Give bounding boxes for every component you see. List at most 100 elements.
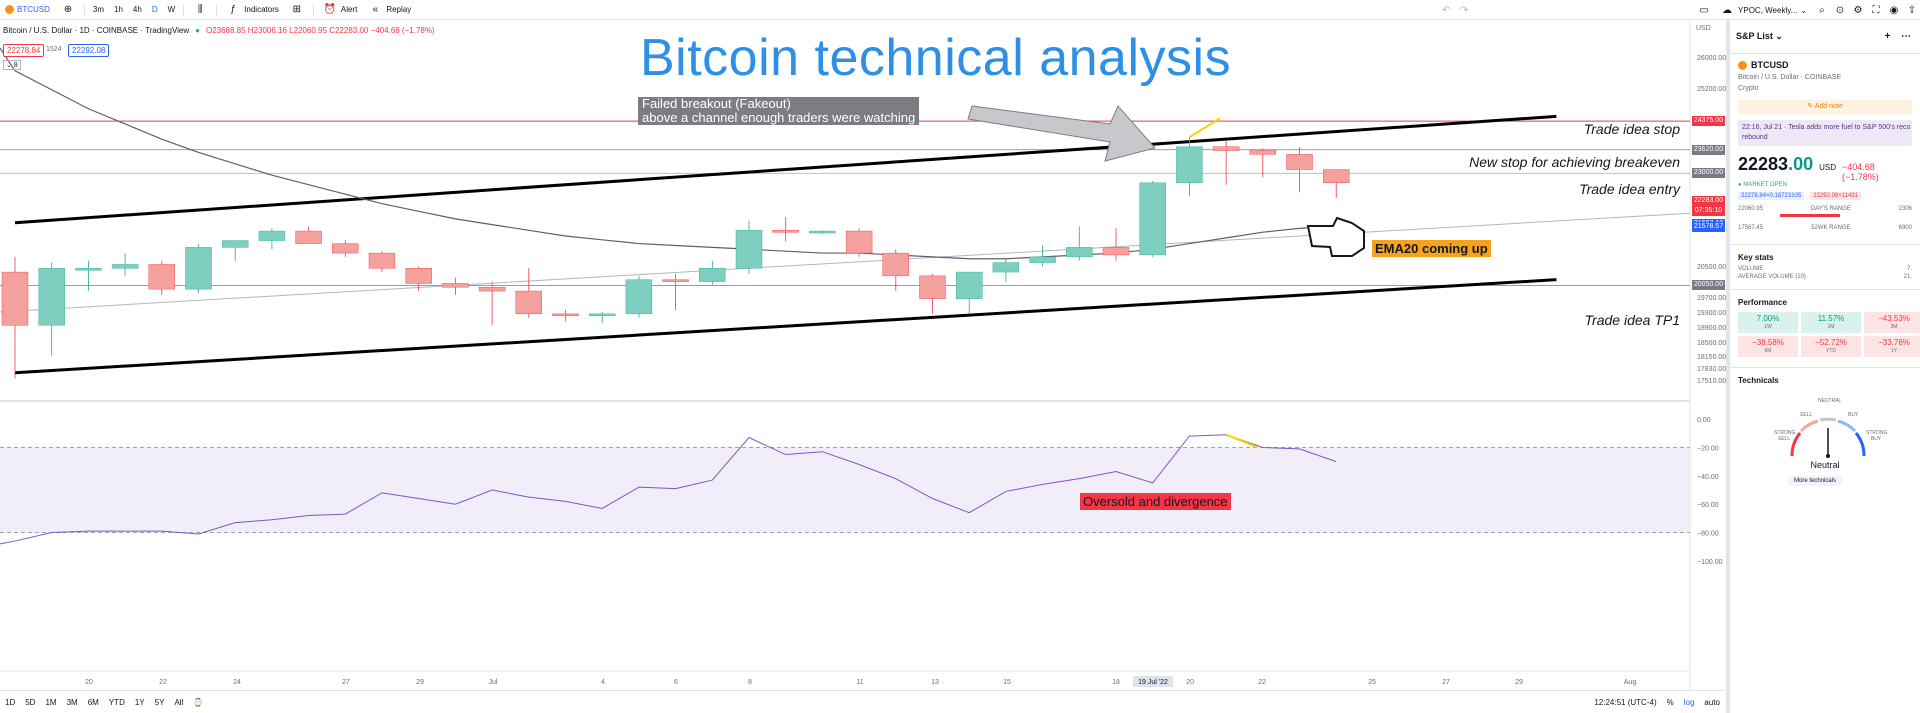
range-5d[interactable]: 5D xyxy=(25,697,36,707)
range-1y[interactable]: 1Y xyxy=(134,697,145,707)
price-tag: 20050.00 xyxy=(1692,280,1725,291)
legend-ohlc: O23688.85 H23006.16 L22060.95 C22283.00 … xyxy=(205,26,435,35)
candle-body xyxy=(185,247,212,290)
time-axis-label: 18 xyxy=(1112,679,1120,686)
pointer-arrow-icon xyxy=(967,105,1156,162)
candle-body xyxy=(1,271,29,326)
range-ytd[interactable]: YTD xyxy=(108,697,125,707)
gear-icon[interactable]: ⚙ xyxy=(1853,4,1863,16)
alert-button[interactable]: ⏰ Alert xyxy=(317,0,362,20)
candle-body xyxy=(478,287,506,292)
ema20-note: EMA20 coming up xyxy=(1372,240,1491,257)
bottom-toolbar: 1D 5D 1M 3M 6M YTD 1Y 5Y All ⌚ 12:24:51 … xyxy=(0,690,1725,713)
redo-icon[interactable]: ↷ xyxy=(1459,4,1469,16)
goto-date-icon[interactable]: ⌚ xyxy=(193,697,204,707)
chart-pane[interactable]: 20 22 24 27 29 Jul 4 6 8 11 13 15 18 19 Jul '22 20 22 25… xyxy=(0,20,1725,690)
sell-price-button[interactable]: 22278.84 xyxy=(3,44,45,57)
range-1d[interactable]: 1D xyxy=(5,697,16,707)
price-change: −404.68 (−1.78%) xyxy=(1841,162,1879,182)
range-1m[interactable]: 1M xyxy=(45,697,57,707)
performance-period: 1M xyxy=(1827,324,1835,330)
price-tag: 21578.57 xyxy=(1692,222,1725,233)
layout-label: YPOC, Weekly... xyxy=(1738,5,1798,15)
fakeout-note: Failed breakout (Fakeout) above a channe… xyxy=(638,96,920,125)
search-icon[interactable]: ⌕ xyxy=(1819,4,1825,16)
symbol-header[interactable]: BTCUSD xyxy=(1730,54,1920,72)
camera-icon[interactable]: ◉ xyxy=(1889,4,1899,16)
undo-icon[interactable]: ↶ xyxy=(1441,4,1451,16)
add-note-button[interactable]: ✎ Add note xyxy=(1738,100,1912,114)
price-main: 22283 xyxy=(1738,154,1789,174)
interval-1h[interactable]: 1h xyxy=(109,0,128,20)
performance-cell: −52.72% YTD xyxy=(1801,336,1861,357)
range-5y[interactable]: 5Y xyxy=(154,697,165,707)
publish-icon[interactable]: ⇪ xyxy=(1907,4,1917,16)
candle-body xyxy=(221,240,249,248)
gauge-neutral-arc xyxy=(1819,417,1837,422)
range-all[interactable]: All xyxy=(174,697,184,707)
news-item[interactable]: 22:16, Jul 21 · Tesla adds more fuel to … xyxy=(1738,120,1912,146)
more-icon[interactable]: ⋯ xyxy=(1901,31,1911,42)
quick-search-icon[interactable]: ⊙ xyxy=(1835,4,1845,16)
status-dot-icon: ● xyxy=(195,26,200,35)
trade-stop-label: Trade idea stop xyxy=(1583,121,1680,137)
candle-body xyxy=(405,268,432,284)
asset-type: Crypto xyxy=(1738,85,1759,92)
pointing-hand-icon xyxy=(1306,216,1365,257)
time-axis-label: 24 xyxy=(233,679,241,686)
layout-selector[interactable]: ☁ YPOC, Weekly... ⌄ xyxy=(1714,0,1812,20)
indicators-button[interactable]: ƒ Indicators xyxy=(220,0,284,20)
layout-icon[interactable]: ▭ xyxy=(1699,4,1709,16)
interval-3m[interactable]: 3m xyxy=(88,0,109,20)
gauge-buy-arc xyxy=(1837,419,1857,433)
clock[interactable]: 12:24:51 (UTC-4) xyxy=(1594,697,1657,707)
watchlist-title-button[interactable]: S&P List ⌄ xyxy=(1736,31,1783,41)
gauge-buy-label: BUY xyxy=(1848,412,1859,418)
time-axis-label: Jul xyxy=(489,679,498,686)
add-note-label: Add note xyxy=(1814,103,1843,110)
candle-body xyxy=(699,268,726,282)
range-6m[interactable]: 6M xyxy=(87,697,99,707)
interval-w[interactable]: W xyxy=(163,0,181,20)
interval-label: 1h xyxy=(114,5,123,14)
time-axis-label: 11 xyxy=(856,679,863,686)
symbol-search[interactable]: BTCUSD xyxy=(0,0,55,20)
gauge-strong-sell-label: STRONG SELL xyxy=(1774,430,1796,442)
chart-type-button[interactable]: ⫼ xyxy=(187,0,213,20)
more-technicals-button[interactable]: More technicals xyxy=(1788,476,1843,486)
fullscreen-icon[interactable]: ⛶ xyxy=(1872,4,1880,16)
performance-period: YTD xyxy=(1826,348,1836,354)
interval-4h[interactable]: 4h xyxy=(128,0,147,20)
alert-label: Alert xyxy=(340,5,358,14)
auto-toggle[interactable]: auto xyxy=(1704,697,1720,707)
price-tag: 22283.00 xyxy=(1692,195,1725,206)
symbol-fullname: Bitcoin / U.S. Dollar xyxy=(1738,74,1799,81)
log-toggle[interactable]: log xyxy=(1683,697,1695,707)
add-symbol-icon[interactable]: + xyxy=(1884,31,1891,42)
replay-button[interactable]: « Replay xyxy=(362,0,416,20)
time-axis-label: 13 xyxy=(931,679,939,686)
range-3m[interactable]: 3M xyxy=(66,697,78,707)
interval-d[interactable]: D xyxy=(147,0,163,20)
performance-value: −38.58% xyxy=(1752,338,1784,347)
time-axis-label: Aug xyxy=(1624,679,1637,686)
fakeout-line-1: Failed breakout (Fakeout) xyxy=(642,96,791,111)
percent-toggle[interactable]: % xyxy=(1666,697,1674,707)
indicator-count-badge[interactable]: ⌄ 8 xyxy=(3,60,21,70)
divider xyxy=(83,3,85,16)
compare-button[interactable]: ⊕ xyxy=(55,0,81,20)
templates-button[interactable]: ⊞ xyxy=(284,0,310,20)
divergence-line xyxy=(1225,433,1259,449)
chart-canvas[interactable]: 20 22 24 27 29 Jul 4 6 8 11 13 15 18 19 Jul '22 20 22 25… xyxy=(0,20,1725,690)
technicals-gauge[interactable]: NEUTRAL SELL BUY STRONG SELL STRONG BUY … xyxy=(1730,388,1920,488)
time-axis-label: 8 xyxy=(748,679,752,686)
gauge-strong-buy-arc xyxy=(1854,432,1866,457)
candle-body xyxy=(1212,146,1240,151)
candle-body xyxy=(589,313,616,317)
chart-legend: Bitcoin / U.S. Dollar · 1D · COINBASE · … xyxy=(3,26,435,35)
gauge-pivot xyxy=(1826,454,1830,458)
candle-body xyxy=(735,230,763,269)
function-icon: ƒ xyxy=(230,4,236,15)
buy-price-button[interactable]: 22292.08 xyxy=(68,44,110,57)
performance-period: 3M xyxy=(1890,324,1898,330)
